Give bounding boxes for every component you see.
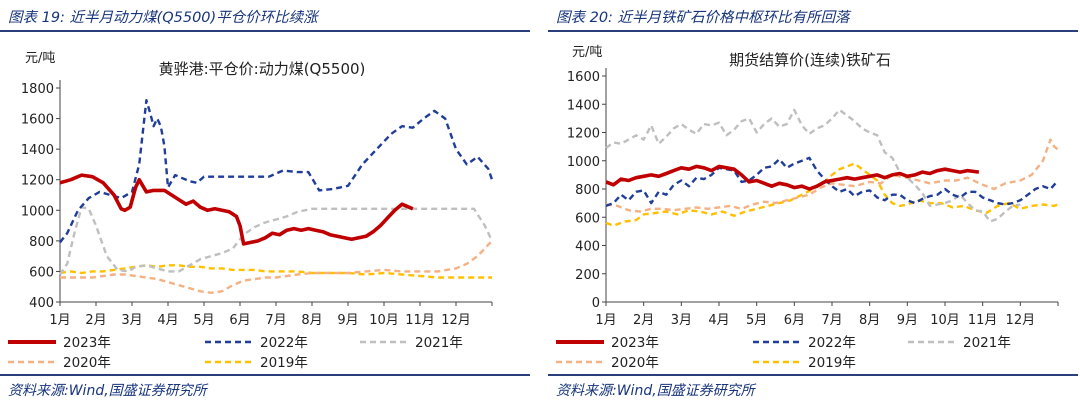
iron-ore-y-tick-label: 1400 (567, 98, 600, 113)
coal-x-tick-label: 9月 (337, 313, 358, 328)
iron-ore-legend-label-s2020: 2020年 (611, 355, 659, 371)
coal-x-tick-label: 11月 (405, 313, 435, 328)
coal-y-tick-label: 1400 (21, 143, 54, 158)
coal-figure-title: 图表 19: 近半月动力煤(Q5500)平仓价环比续涨 (8, 10, 318, 26)
coal-y-tick-label: 1000 (21, 204, 54, 219)
coal-series-s2022 (59, 98, 494, 244)
coal-x-tick-label: 2月 (85, 313, 106, 328)
coal-legend-label-s2022: 2022年 (260, 335, 308, 351)
iron-ore-x-tick-label: 10月 (930, 313, 960, 328)
coal-legend-label-s2023: 2023年 (63, 335, 111, 351)
iron-ore-figure-title: 图表 20: 近半月铁矿石价格中枢环比有所回落 (556, 10, 850, 26)
coal-bottom-rule (0, 374, 530, 376)
coal-series-s2021 (59, 205, 494, 276)
coal-x-tick-label: 5月 (193, 313, 214, 328)
iron-ore-x-tick-label: 3月 (671, 313, 692, 328)
coal-legend-label-s2020: 2020年 (63, 355, 111, 371)
coal-series-s2019 (59, 264, 492, 279)
iron-ore-x-tick-label: 8月 (859, 313, 880, 328)
coal-panel: 图表 19: 近半月动力煤(Q5500)平仓价环比续涨 元/吨黄骅港:平仓价:动… (0, 0, 530, 407)
iron-ore-panel: 图表 20: 近半月铁矿石价格中枢环比有所回落 元/吨 期货结算价(连续)铁矿石 0… (548, 0, 1078, 407)
coal-y-tick-label: 1200 (21, 174, 54, 189)
iron-ore-legend-label-s2021: 2021年 (963, 335, 1011, 351)
coal-series-s2023 (59, 173, 414, 246)
coal-y-tick-label: 600 (29, 265, 54, 280)
coal-x-tick-label: 12月 (441, 313, 471, 328)
iron-ore-top-rule (548, 30, 1078, 32)
iron-ore-bottom-rule (548, 374, 1078, 376)
coal-x-tick-label: 8月 (301, 313, 322, 328)
iron-ore-series-s2019 (605, 162, 1059, 227)
coal-legend-label-s2019: 2019年 (260, 355, 308, 371)
iron-ore-y-tick-label: 800 (575, 183, 600, 198)
iron-ore-y-tick-label: 1200 (567, 127, 600, 142)
iron-ore-series-s2022 (605, 156, 1059, 208)
iron-ore-y-tick-label: 0 (592, 296, 600, 311)
iron-ore-y-tick-label: 1000 (567, 155, 600, 170)
iron-ore-price-chart: 元/吨 期货结算价(连续)铁矿石 0 200 400 600 800 1000 1200 1400… (556, 45, 1059, 371)
iron-ore-legend-label-s2022: 2022年 (808, 335, 856, 351)
iron-ore-series-s2023 (605, 164, 980, 191)
iron-ore-x-tick-label: 4月 (708, 313, 729, 328)
coal-x-tick-label: 6月 (229, 313, 250, 328)
iron-ore-x-tick-label: 11月 (968, 313, 998, 328)
iron-ore-x-tick-label: 1月 (595, 313, 616, 328)
iron-ore-legend-label-s2019: 2019年 (808, 355, 856, 371)
iron-ore-source-note: 资料来源:Wind,国盛证券研究所 (556, 383, 755, 399)
coal-y-tick-label: 400 (29, 296, 54, 311)
iron-ore-chart-title: 期货结算价(连续)铁矿石 (729, 51, 891, 69)
coal-chart-title: 黄骅港:平仓价:动力煤(Q5500) (159, 60, 366, 78)
iron-ore-x-tick-label: 5月 (746, 313, 767, 328)
coal-y-tick-label: 1800 (21, 82, 54, 97)
iron-ore-legend-label-s2023: 2023年 (611, 335, 659, 351)
iron-ore-y-unit-label: 元/吨 (572, 45, 602, 60)
iron-ore-y-tick-label: 600 (575, 211, 600, 226)
iron-ore-series-s2021 (605, 108, 1021, 223)
iron-ore-y-tick-label: 400 (575, 240, 600, 255)
coal-x-tick-label: 4月 (157, 313, 178, 328)
coal-y-tick-label: 800 (29, 235, 54, 250)
coal-top-rule (0, 30, 530, 32)
coal-series-s2020 (60, 240, 493, 294)
coal-x-tick-label: 1月 (49, 313, 70, 328)
coal-x-tick-label: 10月 (369, 313, 399, 328)
iron-ore-x-tick-label: 12月 (1006, 313, 1036, 328)
iron-ore-series-s2020 (605, 138, 1059, 213)
iron-ore-x-tick-label: 6月 (784, 313, 805, 328)
coal-legend-label-s2021: 2021年 (415, 335, 463, 351)
coal-x-tick-label: 3月 (121, 313, 142, 328)
iron-ore-x-tick-label: 2月 (633, 313, 654, 328)
iron-ore-x-tick-label: 9月 (897, 313, 918, 328)
coal-source-note: 资料来源:Wind,国盛证券研究所 (8, 383, 207, 399)
iron-ore-x-tick-label: 7月 (821, 313, 842, 328)
coal-y-unit-label: 元/吨 (25, 51, 55, 66)
iron-ore-y-tick-label: 1600 (567, 70, 600, 85)
iron-ore-y-tick-label: 200 (575, 268, 600, 283)
coal-x-tick-label: 7月 (265, 313, 286, 328)
coal-y-tick-label: 1600 (21, 113, 54, 128)
